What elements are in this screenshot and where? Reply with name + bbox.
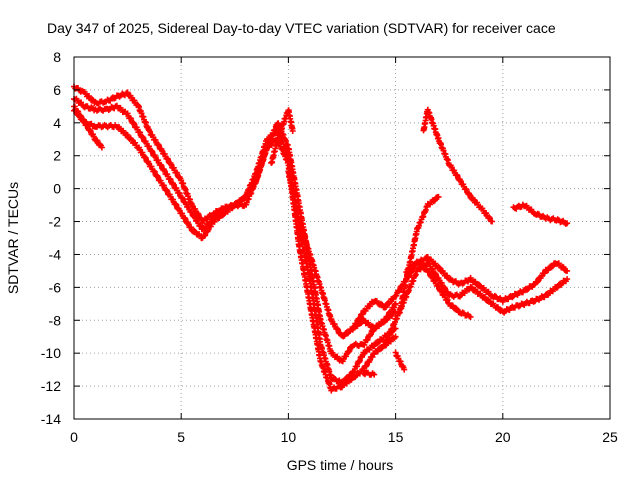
x-tick-label: 25 <box>602 429 618 445</box>
y-tick-label: -12 <box>41 378 61 394</box>
y-tick-label: 4 <box>53 115 61 131</box>
y-tick-label: -2 <box>49 214 62 230</box>
series-arc-6 <box>268 107 296 166</box>
series-arc-11 <box>420 106 496 225</box>
y-tick-label: 8 <box>53 49 61 65</box>
x-tick-label: 10 <box>281 429 297 445</box>
y-tick-label: -10 <box>41 345 61 361</box>
x-tick-label: 15 <box>388 429 404 445</box>
series-points <box>71 95 399 386</box>
series-points <box>360 369 378 378</box>
series-arc-8 <box>381 260 571 349</box>
series-arc-2 <box>71 95 399 386</box>
y-tick-label: -4 <box>49 246 62 262</box>
series-points <box>268 107 296 166</box>
series-arc-10 <box>396 193 442 316</box>
series-points <box>510 201 571 227</box>
y-tick-label: -8 <box>49 312 62 328</box>
chart-title: Day 347 of 2025, Sidereal Day-to-day VTE… <box>47 20 556 36</box>
series-points <box>396 193 442 316</box>
grid <box>74 57 610 419</box>
y-tick-label: -6 <box>49 279 62 295</box>
series-points <box>392 349 408 373</box>
series-points <box>420 106 496 225</box>
y-tick-label: 0 <box>53 181 61 197</box>
data-points <box>71 83 571 394</box>
y-tick-label: -14 <box>41 411 61 427</box>
y-axis-label: SDTVAR / TECUs <box>5 182 21 294</box>
x-tick-label: 20 <box>495 429 511 445</box>
series-arc-14 <box>360 369 378 378</box>
x-tick-label: 0 <box>70 429 78 445</box>
axis-ticks: 0 5 10 15 20 25 -14 -12 -10 -8 -6 -4 -2 0 2 4 6 8 <box>41 49 618 445</box>
y-tick-label: 2 <box>53 148 61 164</box>
series-arc-13 <box>392 349 408 373</box>
y-tick-label: 6 <box>53 82 61 98</box>
x-axis-label: GPS time / hours <box>287 457 394 473</box>
series-arc-12 <box>510 201 571 227</box>
plot-frame <box>73 56 611 420</box>
series-points <box>381 260 571 349</box>
x-tick-label: 5 <box>177 429 185 445</box>
